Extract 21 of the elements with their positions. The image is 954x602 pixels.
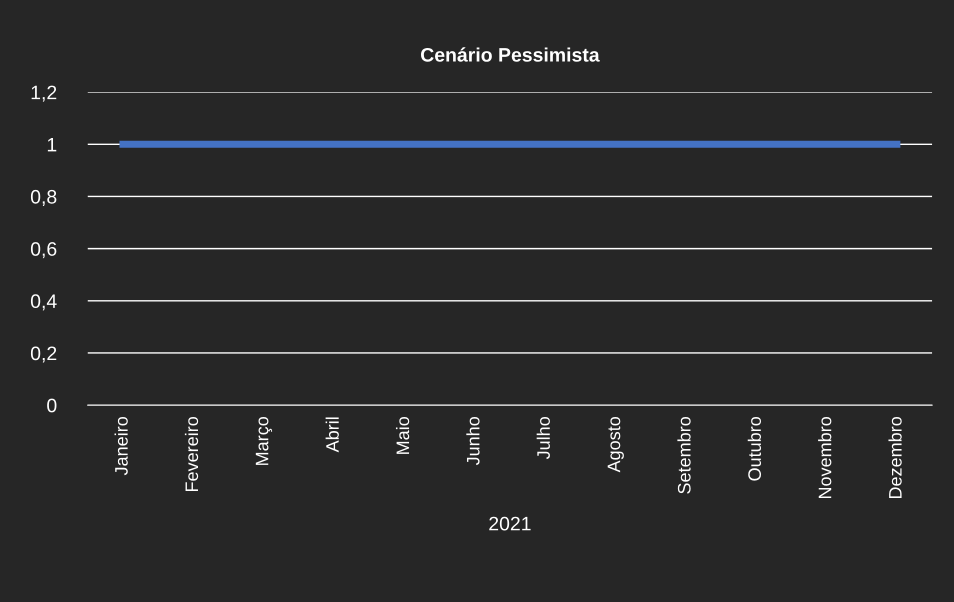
x-tick-label: Novembro (818, 417, 832, 498)
x-tick-label: Janeiro (114, 417, 128, 476)
y-tick-label: 0,4 (30, 294, 57, 310)
x-tick-label: Outubro (748, 417, 762, 481)
x-tick-label: Maio (396, 417, 410, 454)
x-tick-label: Março (256, 417, 272, 465)
y-tick-label: 0,8 (30, 190, 56, 206)
x-tick-label: Julho (536, 417, 550, 460)
y-tick-label: 0,2 (30, 346, 56, 363)
x-tick-label: Junho (466, 417, 480, 466)
x-tick-label: Abril (326, 417, 339, 452)
y-tick-label: 0,6 (30, 242, 56, 258)
chart-title: Cenário Pessimista (421, 47, 600, 62)
x-tick-label: Setembro (677, 417, 691, 494)
y-tick-label: 1 (48, 138, 56, 152)
x-tick-label: Agosto (608, 417, 624, 472)
y-tick-label: 1,2 (32, 86, 56, 102)
x-tick-label: Dezembro (888, 417, 902, 498)
x-axis-title: 2021 (489, 516, 531, 530)
x-tick-label: Fevereiro (184, 417, 198, 492)
y-tick-label: 0 (47, 398, 56, 412)
